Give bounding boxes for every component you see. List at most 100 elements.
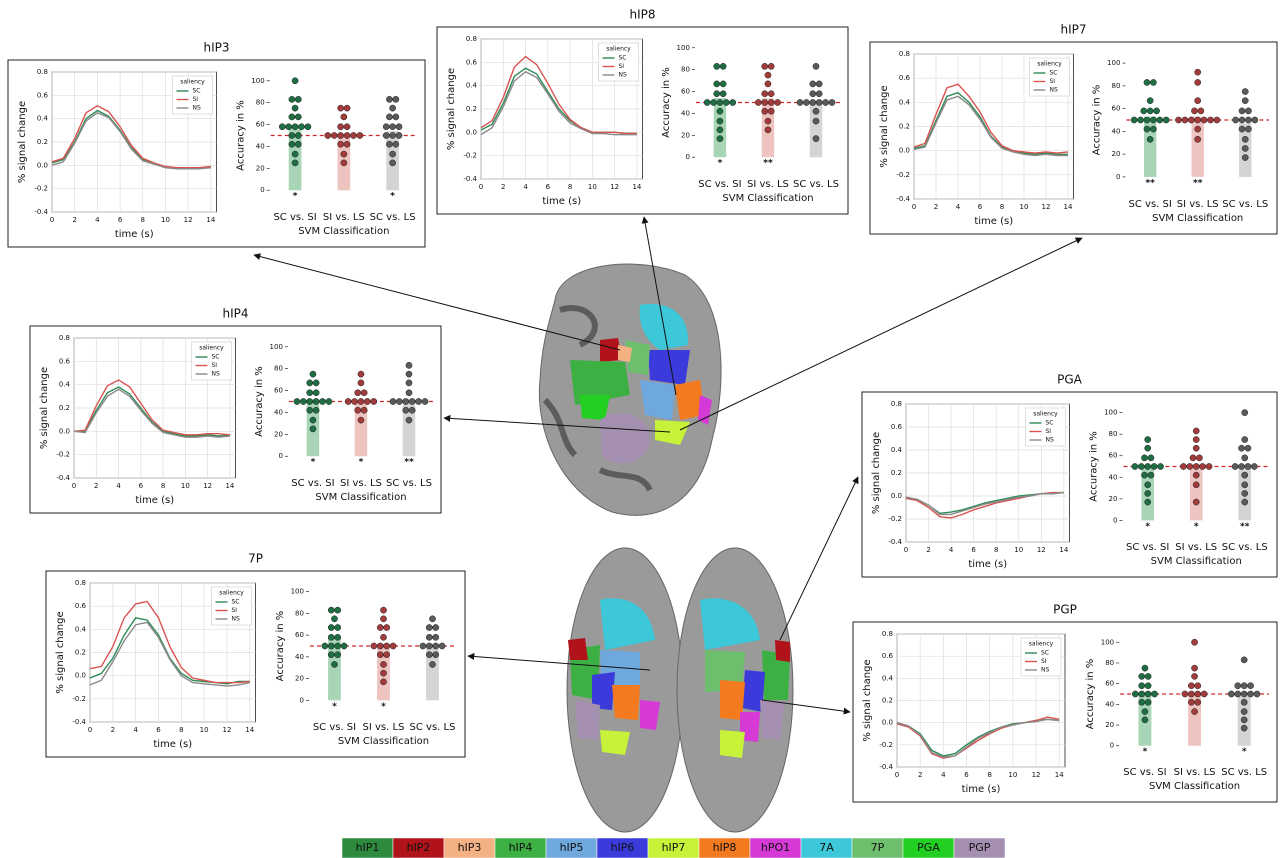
x-tick-label: 6 [139, 482, 144, 490]
y-tick-label: 80 [1105, 659, 1114, 667]
series-line [52, 113, 211, 169]
accuracy-dot [390, 132, 396, 138]
accuracy-dot [1232, 463, 1238, 469]
accuracy-dot [762, 91, 768, 97]
accuracy-dot [1188, 691, 1194, 697]
x-tick-label: SI vs. LS [323, 212, 365, 223]
x-tick-label: 0 [912, 203, 916, 211]
accuracy-dot [295, 96, 301, 102]
accuracy-dot [313, 390, 319, 396]
legend-label: SC [1050, 70, 1058, 77]
x-tick-label: 4 [523, 183, 528, 191]
accuracy-dot [1141, 472, 1147, 478]
accuracy-dot [351, 398, 357, 404]
y-tick-label: 80 [1109, 430, 1118, 438]
significance: * [718, 159, 723, 169]
accuracy-dot [403, 398, 409, 404]
accuracy-dot [714, 63, 720, 69]
accuracy-dot [816, 91, 822, 97]
y-tick-label: 0.0 [899, 147, 910, 155]
accuracy-dot [1241, 683, 1247, 689]
accuracy-dot [371, 643, 377, 649]
x-tick-label: 8 [179, 726, 183, 734]
accuracy-dot [344, 124, 350, 130]
accuracy-dot [338, 132, 344, 138]
x-tick-label: SC vs. LS [370, 212, 416, 223]
y-tick-label: 0.0 [59, 427, 70, 435]
x-tick-label: 10 [181, 482, 190, 490]
accuracy-dot [310, 417, 316, 423]
accuracy-dot [1142, 665, 1148, 671]
accuracy-dot [1195, 98, 1201, 104]
accuracy-dot [307, 380, 313, 386]
x-tick-label: 2 [501, 183, 505, 191]
accuracy-dot [762, 99, 768, 105]
accuracy-dot [426, 634, 432, 640]
y-tick-label: 100 [677, 44, 690, 52]
accuracy-dot [1144, 79, 1150, 85]
y-tick-label: 60 [1111, 105, 1120, 113]
accuracy-dot [390, 124, 396, 130]
y-tick-label: -0.2 [879, 741, 893, 749]
x-tick-label: SC vs. SI [273, 212, 316, 223]
accuracy-dot [358, 380, 364, 386]
accuracy-dot [1145, 499, 1151, 505]
accuracy-dot [319, 398, 325, 404]
accuracy-dot [1239, 117, 1245, 123]
accuracy-dot [1138, 463, 1144, 469]
x-tick-label: 12 [1042, 203, 1051, 211]
x-tick-label: 6 [118, 216, 123, 224]
y-tick-label: 0.6 [75, 602, 87, 610]
x-tick-label: 8 [994, 546, 998, 554]
x-tick-label: SI vs. LS [1174, 767, 1216, 778]
accuracy-dot [361, 407, 367, 413]
accuracy-dot [1242, 499, 1248, 505]
accuracy-dot [723, 99, 729, 105]
x-tick-label: 12 [203, 482, 212, 490]
region-label: hIP8 [713, 841, 737, 854]
accuracy-dot [409, 407, 415, 413]
accuracy-dot [1132, 691, 1138, 697]
accuracy-dot [813, 108, 819, 114]
accuracy-dot [328, 634, 334, 640]
region-label: PGP [969, 841, 991, 854]
y-tick-label: 0.4 [75, 625, 87, 633]
y-axis-label: Accuracy in % [275, 611, 286, 682]
accuracy-dot [294, 398, 300, 404]
accuracy-dot [1193, 482, 1199, 488]
y-axis-label: Accuracy in % [236, 100, 247, 171]
x-tick-label: 10 [1020, 203, 1029, 211]
accuracy-dot [1157, 463, 1163, 469]
x-axis-label: time (s) [968, 559, 1007, 570]
y-tick-label: 20 [681, 131, 690, 139]
accuracy-dot [1182, 117, 1188, 123]
accuracy-dot [829, 99, 835, 105]
significance: ** [1145, 178, 1155, 188]
y-tick-label: 0.8 [899, 50, 910, 58]
accuracy-dot [335, 643, 341, 649]
accuracy-dot [1145, 445, 1151, 451]
accuracy-dot [1241, 699, 1247, 705]
y-tick-label: 0.0 [75, 672, 86, 680]
accuracy-dot [816, 99, 822, 105]
accuracy-dot [1191, 708, 1197, 714]
x-tick-label: 2 [94, 482, 98, 490]
y-tick-label: 0 [1113, 516, 1117, 524]
accuracy-dot [341, 160, 347, 166]
x-axis-label: SVM Classification [722, 193, 813, 204]
y-axis-label: % signal change [862, 659, 873, 741]
accuracy-dot [386, 114, 392, 120]
accuracy-dot [390, 160, 396, 166]
accuracy-dot [355, 407, 361, 413]
legend-title: saliency [1029, 641, 1054, 648]
accuracy-dot [331, 616, 337, 622]
y-tick-label: 40 [1105, 700, 1114, 708]
x-tick-label: 2 [72, 216, 76, 224]
accuracy-dot [384, 624, 390, 630]
accuracy-dot [292, 160, 298, 166]
accuracy-dot [1148, 455, 1154, 461]
accuracy-dot [1238, 445, 1244, 451]
accuracy-dot [313, 407, 319, 413]
accuracy-dot [433, 634, 439, 640]
y-tick-label: 0.2 [891, 469, 902, 477]
